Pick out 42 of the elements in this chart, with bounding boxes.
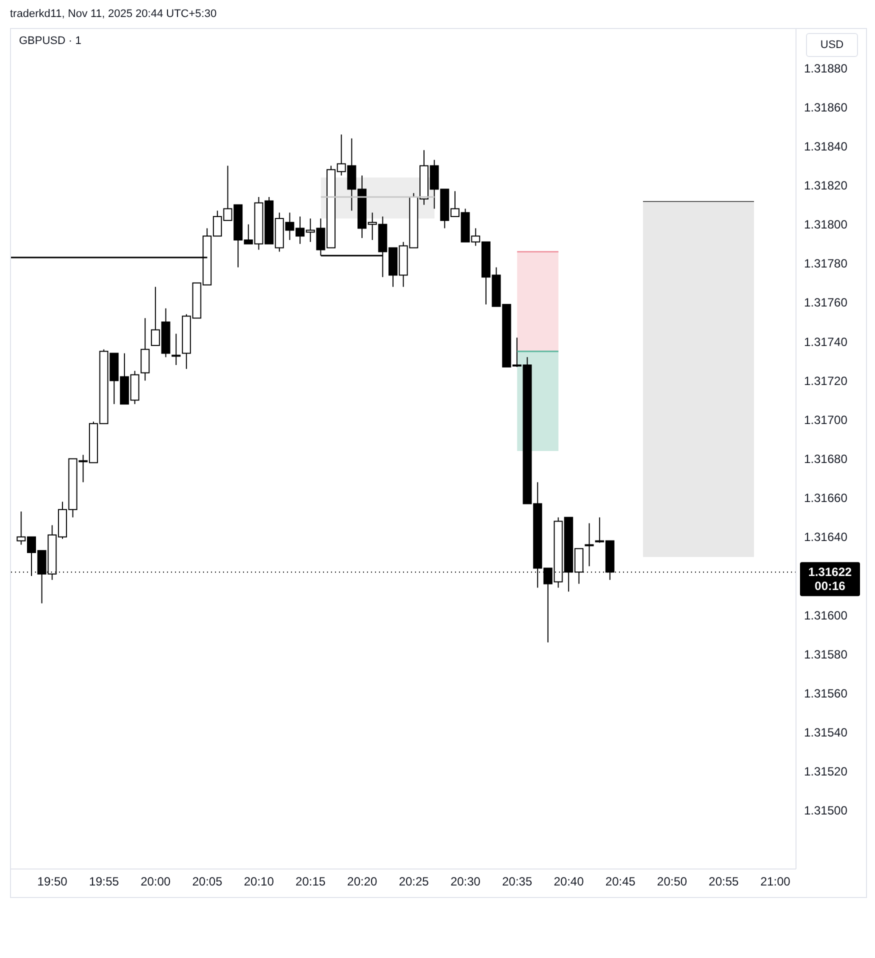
- x-tick-label: 21:00: [760, 874, 791, 889]
- y-tick-label: 1.31800: [804, 218, 848, 232]
- x-tick-label: 20:55: [708, 874, 740, 889]
- candlestick: [584, 522, 594, 567]
- x-tick-label: 20:30: [450, 874, 481, 889]
- candlestick: [140, 318, 150, 382]
- y-tick-label: 1.31740: [804, 334, 848, 349]
- y-tick-label: 1.31560: [804, 686, 848, 700]
- x-tick-label: 20:15: [296, 874, 326, 889]
- y-tick-label: 1.31860: [804, 100, 848, 114]
- x-tick-label: 20:00: [140, 874, 171, 889]
- y-tick-label: 1.31500: [804, 804, 848, 818]
- x-tick-label: 20:25: [398, 874, 430, 889]
- y-tick-label: 1.31880: [804, 61, 848, 76]
- y-axis-title: USD: [806, 33, 858, 57]
- text: 00:16: [814, 579, 846, 594]
- x-tick-label: 20:10: [244, 874, 274, 889]
- y-tick-label: 1.31600: [804, 608, 848, 622]
- y-tick-label: 1.31640: [804, 530, 848, 544]
- candlestick: [172, 333, 181, 366]
- y-tick-label: 1.31700: [804, 412, 848, 427]
- ref-line-label: 1.31622: [808, 565, 852, 580]
- y-tick-label: 1.31780: [804, 256, 848, 271]
- x-tick-label: 20:05: [192, 874, 223, 889]
- y-tick-label: 1.31520: [804, 764, 848, 779]
- y-tick-label: 1.31840: [804, 139, 848, 154]
- x-tick-label: 20:50: [657, 874, 688, 889]
- y-tick-label: 1.31540: [804, 726, 848, 740]
- x-tick-label: 20:45: [605, 874, 636, 889]
- y-tick-label: 1.31660: [804, 491, 848, 506]
- x-tick-label: 20:20: [347, 874, 378, 889]
- x-tick-label: 19:55: [88, 874, 120, 889]
- text: traderkd11, Nov 11, 2025 20:44 UTC+5:30: [10, 8, 217, 20]
- text: GBPUSD · 1: [19, 35, 82, 47]
- y-tick-label: 1.31720: [804, 374, 848, 388]
- x-tick-label: 20:40: [554, 874, 584, 889]
- x-tick-label: 19:50: [37, 874, 68, 889]
- y-tick-label: 1.31820: [804, 178, 848, 193]
- y-tick-label: 1.31680: [804, 452, 848, 466]
- x-tick-label: 20:35: [502, 874, 532, 889]
- y-tick-label: 1.31760: [804, 296, 848, 310]
- y-tick-label: 1.31580: [804, 647, 848, 662]
